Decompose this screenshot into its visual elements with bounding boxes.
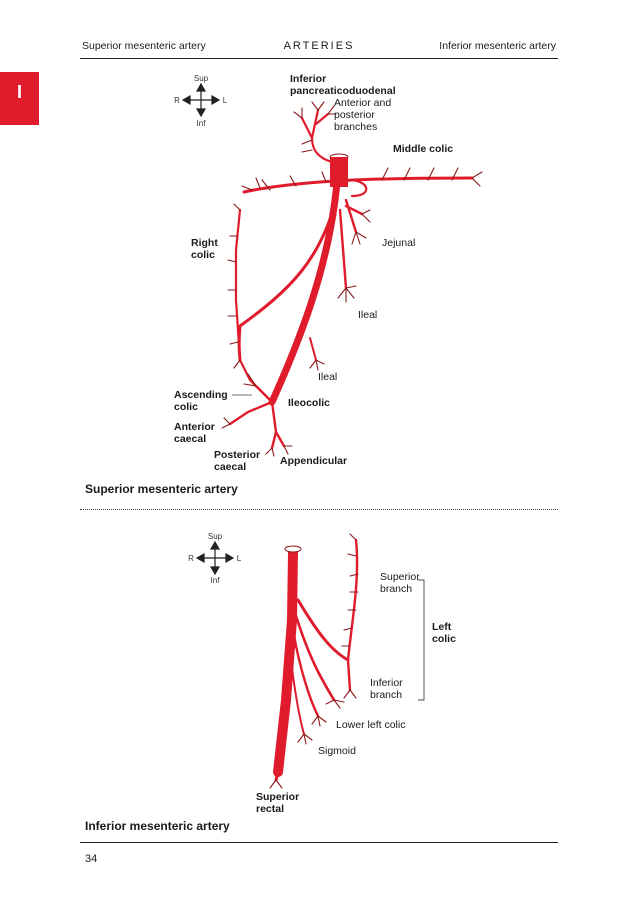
ileal-artery-lower	[309, 337, 317, 361]
label-right-colic-1: Right	[191, 237, 218, 249]
sma-origin-stem	[330, 157, 348, 187]
header-rule	[80, 58, 558, 59]
label-anterior-caecal-1: Anterior	[174, 421, 215, 433]
ileal-artery	[338, 208, 348, 290]
running-header-left: Superior mesenteric artery	[82, 40, 206, 52]
inferior-caption: Inferior mesenteric artery	[85, 819, 230, 833]
sma-twigs	[221, 101, 483, 457]
label-posterior-caecal-2: caecal	[214, 461, 246, 473]
jejunal-artery	[344, 198, 364, 234]
marginal-artery-right	[234, 208, 270, 400]
compass-right: R	[174, 96, 180, 105]
middle-colic-loop	[350, 178, 368, 198]
ima-origin	[284, 545, 302, 553]
ileocolic-artery	[228, 384, 286, 450]
compass-rose	[181, 82, 221, 118]
label-left-colic-1: Left	[432, 621, 452, 633]
footer-rule	[80, 842, 558, 843]
sma-vessels	[228, 108, 474, 450]
section-tab-label: I	[16, 82, 22, 102]
label-middle-colic: Middle colic	[393, 143, 453, 155]
page-number: 34	[85, 853, 98, 865]
sigmoid-artery-2	[289, 649, 305, 735]
label-jejunal: Jejunal	[382, 237, 415, 249]
superior-caption: Superior mesenteric artery	[85, 482, 238, 496]
label-inferior-pancreaticoduodenal-2: pancreaticoduodenal	[290, 85, 396, 97]
label-sigmoid: Sigmoid	[318, 745, 356, 757]
compass-sup-lower: Sup	[208, 532, 223, 541]
sma-trunk	[268, 166, 342, 406]
label-right-colic-2: colic	[191, 249, 215, 261]
label-lower-left-colic: Lower left colic	[336, 719, 405, 731]
label-appendicular: Appendicular	[280, 455, 347, 467]
compass-left-lower: L	[237, 554, 242, 563]
label-anterior-posterior-2: posterior	[334, 109, 375, 121]
label-superior-rectal-1: Superior	[256, 791, 299, 803]
label-ascending-colic-1: Ascending	[174, 389, 228, 401]
compass-inf-lower: Inf	[211, 576, 221, 585]
label-anterior-posterior-3: branches	[334, 121, 377, 133]
label-ascending-colic-2: colic	[174, 401, 198, 413]
running-header-right: Inferior mesenteric artery	[439, 40, 556, 52]
left-colic-bracket	[418, 579, 425, 701]
left-colic-artery	[296, 598, 350, 662]
ima-vessels	[273, 538, 359, 782]
label-inferior-branch-1: Inferior	[370, 677, 403, 689]
label-anterior-caecal-2: caecal	[174, 433, 206, 445]
label-superior-branch-2: branch	[380, 583, 412, 595]
label-ileocolic: Ileocolic	[288, 397, 330, 409]
compass-sup: Sup	[194, 74, 209, 83]
section-tab: I	[0, 72, 39, 125]
running-header-center: ARTERIES	[283, 40, 355, 52]
lower-left-colic-artery	[294, 614, 336, 702]
label-superior-rectal-2: rectal	[256, 803, 284, 815]
inferior-mesenteric-diagram: Sup Inf R L Superior branch Left colic I…	[188, 532, 456, 815]
section-divider	[80, 509, 558, 510]
superior-rectal-artery	[274, 770, 280, 782]
compass-left: L	[223, 96, 228, 105]
inferior-pancreaticoduodenal-artery	[300, 108, 334, 164]
ima-twigs	[269, 533, 359, 789]
sigmoid-artery	[291, 628, 320, 718]
superior-mesenteric-diagram: Sup Inf R L Inferior pa	[174, 73, 483, 473]
compass-right-lower: R	[188, 554, 194, 563]
compass-inf: Inf	[197, 119, 207, 128]
label-superior-branch-1: Superior	[380, 571, 420, 583]
label-left-colic-2: colic	[432, 633, 456, 645]
label-ileal-1: Ileal	[358, 309, 377, 321]
left-colic-superior-branch	[346, 538, 359, 662]
compass-rose-lower	[195, 540, 235, 576]
label-anterior-posterior-1: Anterior and	[334, 97, 391, 109]
label-posterior-caecal-1: Posterior	[214, 449, 260, 461]
label-inferior-branch-2: branch	[370, 689, 402, 701]
left-colic-inferior-branch	[346, 658, 352, 692]
ima-trunk	[273, 547, 298, 777]
label-inferior-pancreaticoduodenal-1: Inferior	[290, 73, 326, 85]
label-ileal-2: Ileal	[318, 371, 337, 383]
